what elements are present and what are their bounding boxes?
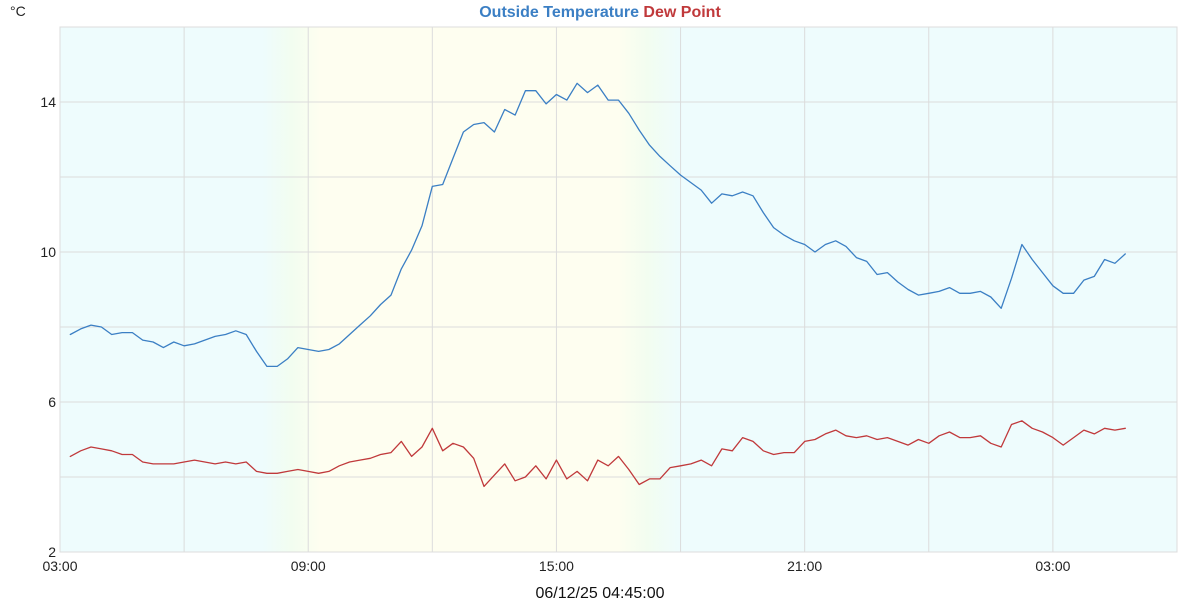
series-layer: [69, 82, 1126, 488]
x-tick-labels: 03:00 09:00 15:00 21:00 03:00: [42, 558, 1070, 574]
y-tick-label: 14: [40, 94, 56, 110]
y-tick-label: 6: [48, 394, 56, 410]
chart-title: Outside Temperature Dew Point: [479, 4, 721, 21]
y-axis-unit-label: °C: [10, 3, 26, 19]
series-line-outside-temperature: [69, 82, 1126, 368]
x-tick-label: 03:00: [1035, 558, 1070, 574]
x-tick-label: 15:00: [539, 558, 574, 574]
x-tick-label: 09:00: [291, 558, 326, 574]
title-outside-temperature: Outside Temperature: [479, 4, 639, 21]
x-gridlines: [59, 27, 1054, 552]
series-line-dew-point: [69, 420, 1126, 488]
title-dew-point: Dew Point: [639, 4, 721, 21]
y-gridlines: [60, 101, 1177, 553]
x-axis-label: 06/12/25 04:45:00: [535, 585, 664, 600]
y-tick-label: 10: [40, 244, 56, 260]
y-tick-labels: 2 6 10 14: [40, 94, 56, 560]
plot-border: [59, 26, 1178, 553]
x-tick-label: 03:00: [42, 558, 77, 574]
x-tick-label: 21:00: [787, 558, 822, 574]
plot-background: [60, 27, 1177, 552]
y-tick-label: 2: [48, 544, 56, 560]
